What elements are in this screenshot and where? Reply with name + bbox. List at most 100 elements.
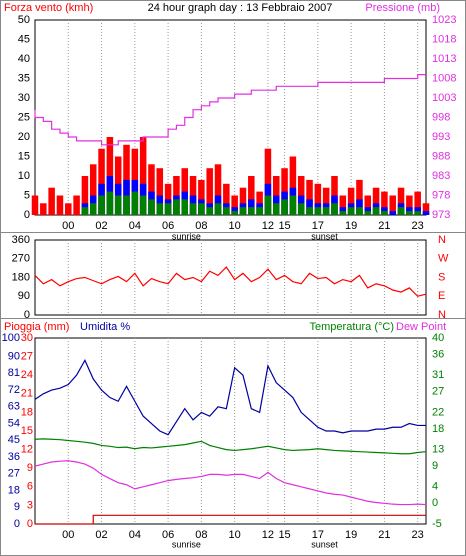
y-tick-label: 0 (24, 309, 30, 321)
y-tick-label: 45 (8, 434, 20, 446)
bar (198, 179, 205, 215)
bar (73, 195, 80, 215)
y2-tick-label: 988 (432, 150, 450, 162)
bar (81, 207, 89, 215)
x-tick-label: 10 (229, 220, 241, 232)
y-tick-label: 81 (8, 367, 20, 379)
y-tick-label: 40 (18, 53, 30, 65)
y-tick-label: 10 (18, 170, 30, 182)
annotation: sunrise (172, 231, 201, 241)
bar (422, 203, 430, 215)
x-tick-label: 19 (345, 220, 357, 232)
bar (306, 207, 313, 215)
y-tick-label: 100 (2, 332, 20, 344)
bar (139, 137, 147, 215)
bar (356, 179, 363, 215)
bar (322, 207, 330, 215)
x-tick-label: 10 (229, 529, 241, 541)
bar (364, 211, 372, 215)
y-tick-label: 72 (8, 384, 20, 396)
x-tick-label: 17 (312, 220, 324, 232)
y-tick-label: 50 (18, 14, 30, 26)
rain-tick-label: 6 (27, 481, 33, 493)
bar (297, 203, 305, 215)
bar (339, 195, 347, 215)
x-tick-label: 04 (129, 220, 141, 232)
line (34, 460, 427, 506)
bar (397, 207, 405, 215)
y2-axis-title: Temperatura (°C) (310, 321, 394, 333)
bar (239, 207, 247, 215)
rain-tick-label: 3 (27, 499, 33, 511)
y2-tick-label: 1013 (432, 53, 456, 65)
rain-tick-label: 12 (21, 444, 33, 456)
y2-tick-label: S (438, 271, 445, 283)
rain-tick-label: 24 (21, 369, 33, 381)
y2-tick-label: 0 (432, 497, 438, 509)
line (34, 266, 427, 297)
y2-tick-label: 973 (432, 209, 450, 221)
bar (339, 211, 347, 215)
y-axis-title: Umidita % (80, 321, 130, 333)
annotation: sunrise (172, 539, 201, 549)
line (34, 438, 427, 455)
y2-tick-label: 31 (432, 369, 444, 381)
y-tick-label: 30 (18, 92, 30, 104)
bar (264, 148, 272, 215)
bar (381, 211, 388, 215)
y-tick-label: 25 (18, 111, 30, 123)
annotation: sunset (311, 539, 338, 549)
y-tick-label: 90 (18, 290, 30, 302)
y2-tick-label: 998 (432, 111, 450, 123)
rain-tick-label: 18 (21, 406, 33, 418)
bar (148, 199, 155, 215)
y-tick-label: 5 (24, 189, 30, 201)
rain-tick-label: 15 (21, 425, 33, 437)
y2-tick-label: -5 (432, 518, 442, 530)
y-tick-label: 54 (8, 417, 20, 429)
y2-tick-label: 22 (432, 406, 444, 418)
bar (314, 207, 322, 215)
y2-tick-label: 1003 (432, 92, 456, 104)
bar (56, 195, 64, 215)
bar (406, 211, 413, 215)
bar (198, 203, 205, 215)
y2-tick-label: 978 (432, 189, 450, 201)
x-tick-label: 00 (62, 529, 74, 541)
x-tick-label: 19 (345, 529, 357, 541)
y2-tick-label: E (438, 290, 445, 302)
bar (364, 195, 372, 215)
x-tick-label: 08 (195, 529, 207, 541)
bar (381, 191, 388, 215)
bar (389, 211, 396, 215)
bar (331, 203, 338, 215)
y-tick-label: 35 (18, 72, 30, 84)
bar (231, 211, 238, 215)
x-tick-label: 21 (378, 220, 390, 232)
y-tick-label: 90 (8, 351, 20, 363)
y-tick-label: 36 (8, 451, 20, 463)
x-tick-label: 15 (278, 529, 290, 541)
y2-tick-label: 27 (432, 386, 444, 398)
bar (264, 195, 272, 215)
y2-tick-label: 1023 (432, 14, 456, 26)
bar (223, 207, 230, 215)
bar (114, 195, 122, 215)
y2-tick-label: 4 (432, 481, 438, 493)
bar (48, 187, 55, 215)
rain-tick-label: 9 (27, 462, 33, 474)
x-tick-label: 12 (262, 529, 274, 541)
bar (248, 176, 255, 215)
bar (231, 195, 238, 215)
x-tick-label: 06 (162, 529, 174, 541)
bar (89, 164, 97, 215)
x-tick-label: 08 (195, 220, 207, 232)
bar (139, 195, 147, 215)
bar (106, 191, 114, 215)
bar (422, 211, 430, 215)
bar (397, 187, 405, 215)
bar (289, 195, 297, 215)
bar (239, 187, 247, 215)
y-tick-label: 180 (12, 271, 30, 283)
